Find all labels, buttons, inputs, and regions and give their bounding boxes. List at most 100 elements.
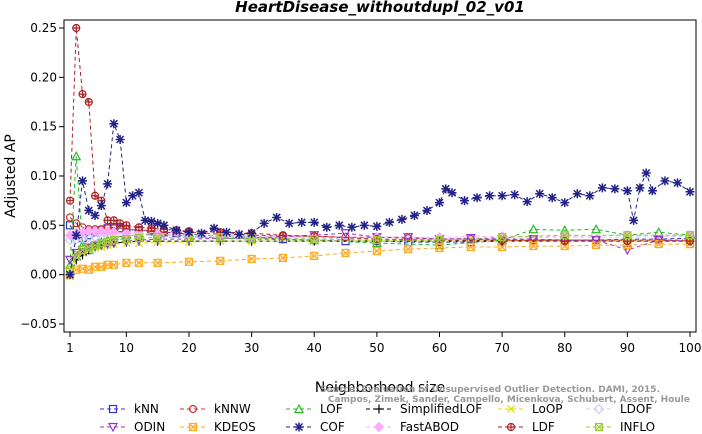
legend-label: LDF [532,420,555,434]
legend-item-odin: ODIN [100,420,165,434]
data-point [447,188,457,198]
data-point [435,236,444,245]
data-point [647,186,657,196]
y-tick-label: 0.15 [30,120,57,134]
legend-label: COF [320,420,345,434]
data-point [322,222,332,232]
plot-frame [63,19,697,333]
data-point [78,176,88,186]
x-tick-label: 50 [369,341,384,355]
data-point [597,183,607,193]
y-axis: −0.05 0.00 0.05 0.10 0.15 0.20 0.25 [20,21,64,331]
legend-label: SimplifiedLOF [400,402,482,416]
legend-marker [507,405,515,413]
data-point [334,220,344,230]
data-point [115,134,125,144]
series-layer [64,23,696,281]
legend-item-kdeos: KDEOS [180,420,256,434]
data-point [121,198,131,208]
data-point [84,206,94,216]
y-tick-label: 0.25 [30,21,57,35]
legend-marker [188,422,198,432]
x-tick-label: 70 [494,341,509,355]
legend-marker [108,404,118,414]
data-point [672,178,682,188]
legend-label: INFLO [620,420,655,434]
data-point [78,90,87,99]
data-point [103,179,113,189]
data-point [153,218,163,228]
legend-label: kNNW [214,402,251,416]
data-point [184,227,194,237]
y-tick-label: 0.20 [30,70,57,84]
legend-item-simplifiedlof: SimplifiedLOF [366,402,482,416]
data-point [372,236,381,245]
series-inflo [65,231,695,274]
data-point [65,196,75,205]
series-line [69,27,690,242]
data-point [340,229,351,239]
legend-marker [373,421,385,433]
legend-item-inflo: INFLO [586,420,655,434]
y-tick-label: −0.05 [20,317,57,331]
data-point [535,189,545,199]
legend-label: KDEOS [214,420,256,434]
data-point [134,188,144,198]
legend-marker [593,403,605,415]
data-point [522,197,532,207]
data-point [102,226,113,237]
data-point [134,258,143,267]
x-tick-label: 100 [679,341,702,355]
data-point [65,213,75,222]
data-point [222,227,232,237]
legend-item-lof: LOF [286,402,343,416]
x-tick-label: 40 [307,341,322,355]
data-point [96,201,106,211]
data-point [528,235,539,245]
data-point [629,215,639,225]
data-point [109,260,118,269]
data-point [641,168,651,178]
data-point [547,193,557,203]
series-cof [65,119,695,280]
data-point [529,241,538,251]
data-point [591,236,602,246]
data-point [409,210,419,220]
watermark-line-2: Campos, Zimek, Sander, Campello, Micenko… [328,395,690,405]
data-point [209,223,219,233]
data-point [65,270,75,280]
data-point [372,221,382,231]
data-point [585,191,595,201]
data-point [140,215,150,225]
data-point [372,246,381,256]
data-point [247,254,256,263]
data-point [122,221,131,230]
data-point [297,217,307,227]
legend-marker [506,422,516,432]
x-tick-label: 90 [620,341,635,355]
legend-label: LoOP [532,402,563,416]
data-point [359,220,369,230]
data-point [622,186,632,196]
data-point [441,184,451,194]
data-point [184,257,194,266]
data-point [109,236,118,245]
legend: kNN kNNW LOF SimplifiedLOF LoOP LDOF ODIN KDEOS… [100,402,655,434]
data-point [572,189,582,199]
legend-item-ldf: LDF [498,420,555,434]
x-tick-label: 80 [557,341,572,355]
data-point [434,198,444,208]
legend-label: FastABOD [400,420,459,434]
data-point [341,248,350,258]
data-point [310,235,319,244]
data-point [560,231,569,240]
x-tick-label: 1 [66,341,74,355]
data-point [90,210,100,220]
data-point [422,206,432,216]
data-point [610,184,620,194]
x-axis-label: Neighborhood size [315,380,445,396]
data-point [122,258,131,267]
data-point [284,218,294,228]
data-point [309,217,319,227]
data-point [498,233,507,242]
